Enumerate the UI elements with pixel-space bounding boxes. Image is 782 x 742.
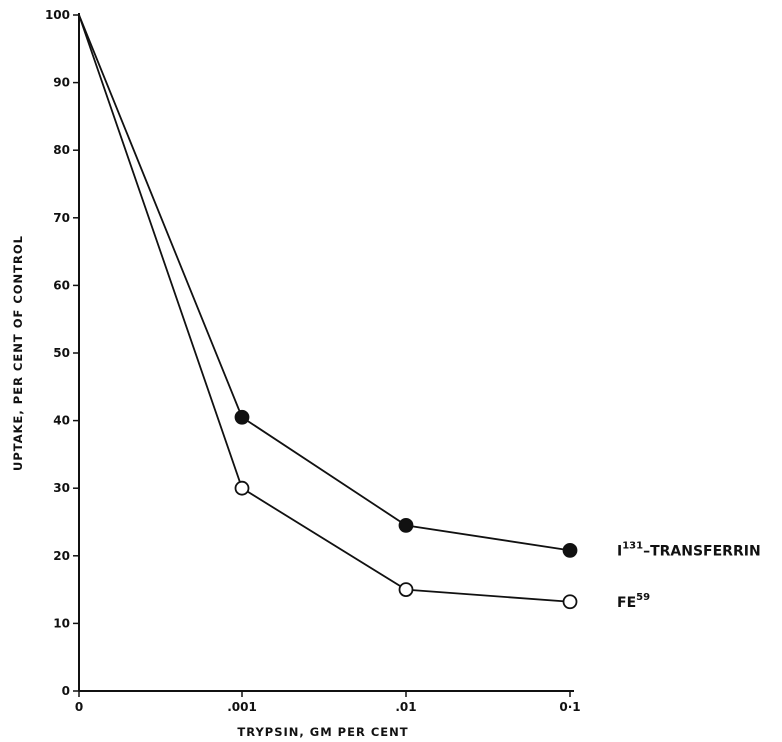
x-tick-label: 0: [75, 700, 83, 714]
y-tick-label: 0: [62, 684, 70, 698]
y-tick-label: 40: [53, 414, 70, 428]
series-line-1: [78, 14, 571, 552]
data-point-filled: [398, 517, 414, 533]
y-tick-label: 80: [53, 143, 70, 157]
y-tick-label: 90: [53, 76, 70, 90]
series-lines: [78, 14, 571, 603]
data-point-open: [562, 594, 578, 610]
y-tick-label: 100: [45, 8, 70, 22]
y-tick-label: 70: [53, 211, 70, 225]
y-tick-label: 60: [53, 278, 70, 292]
y-tick-label: 50: [53, 346, 70, 360]
x-tick-label: .001: [227, 700, 257, 714]
y-tick-label: 30: [53, 481, 70, 495]
x-tick-label: .01: [395, 700, 416, 714]
data-point-filled: [234, 409, 250, 425]
series-points: [234, 409, 578, 610]
y-axis-title: UPTAKE, PER CENT OF CONTROL: [11, 235, 25, 471]
axes: [78, 13, 574, 692]
data-point-open: [398, 582, 414, 597]
series-label-1: I131–TRANSFERRIN: [617, 540, 761, 559]
data-point-filled: [562, 542, 578, 558]
data-point-open: [234, 480, 250, 496]
ticks: 0 10 20 30 40 50 60 70 80 90 100 0 .001 .01 0·1: [45, 8, 581, 714]
series-label-2: FE59: [617, 592, 650, 611]
y-tick-label: 10: [53, 616, 70, 630]
x-axis-title: TRYPSIN, GM PER CENT: [237, 725, 408, 739]
series-line-2: [78, 14, 571, 603]
x-tick-label: 0·1: [559, 700, 580, 714]
y-tick-label: 20: [53, 549, 70, 563]
labels: TRYPSIN, GM PER CENT UPTAKE, PER CENT OF …: [11, 235, 761, 739]
